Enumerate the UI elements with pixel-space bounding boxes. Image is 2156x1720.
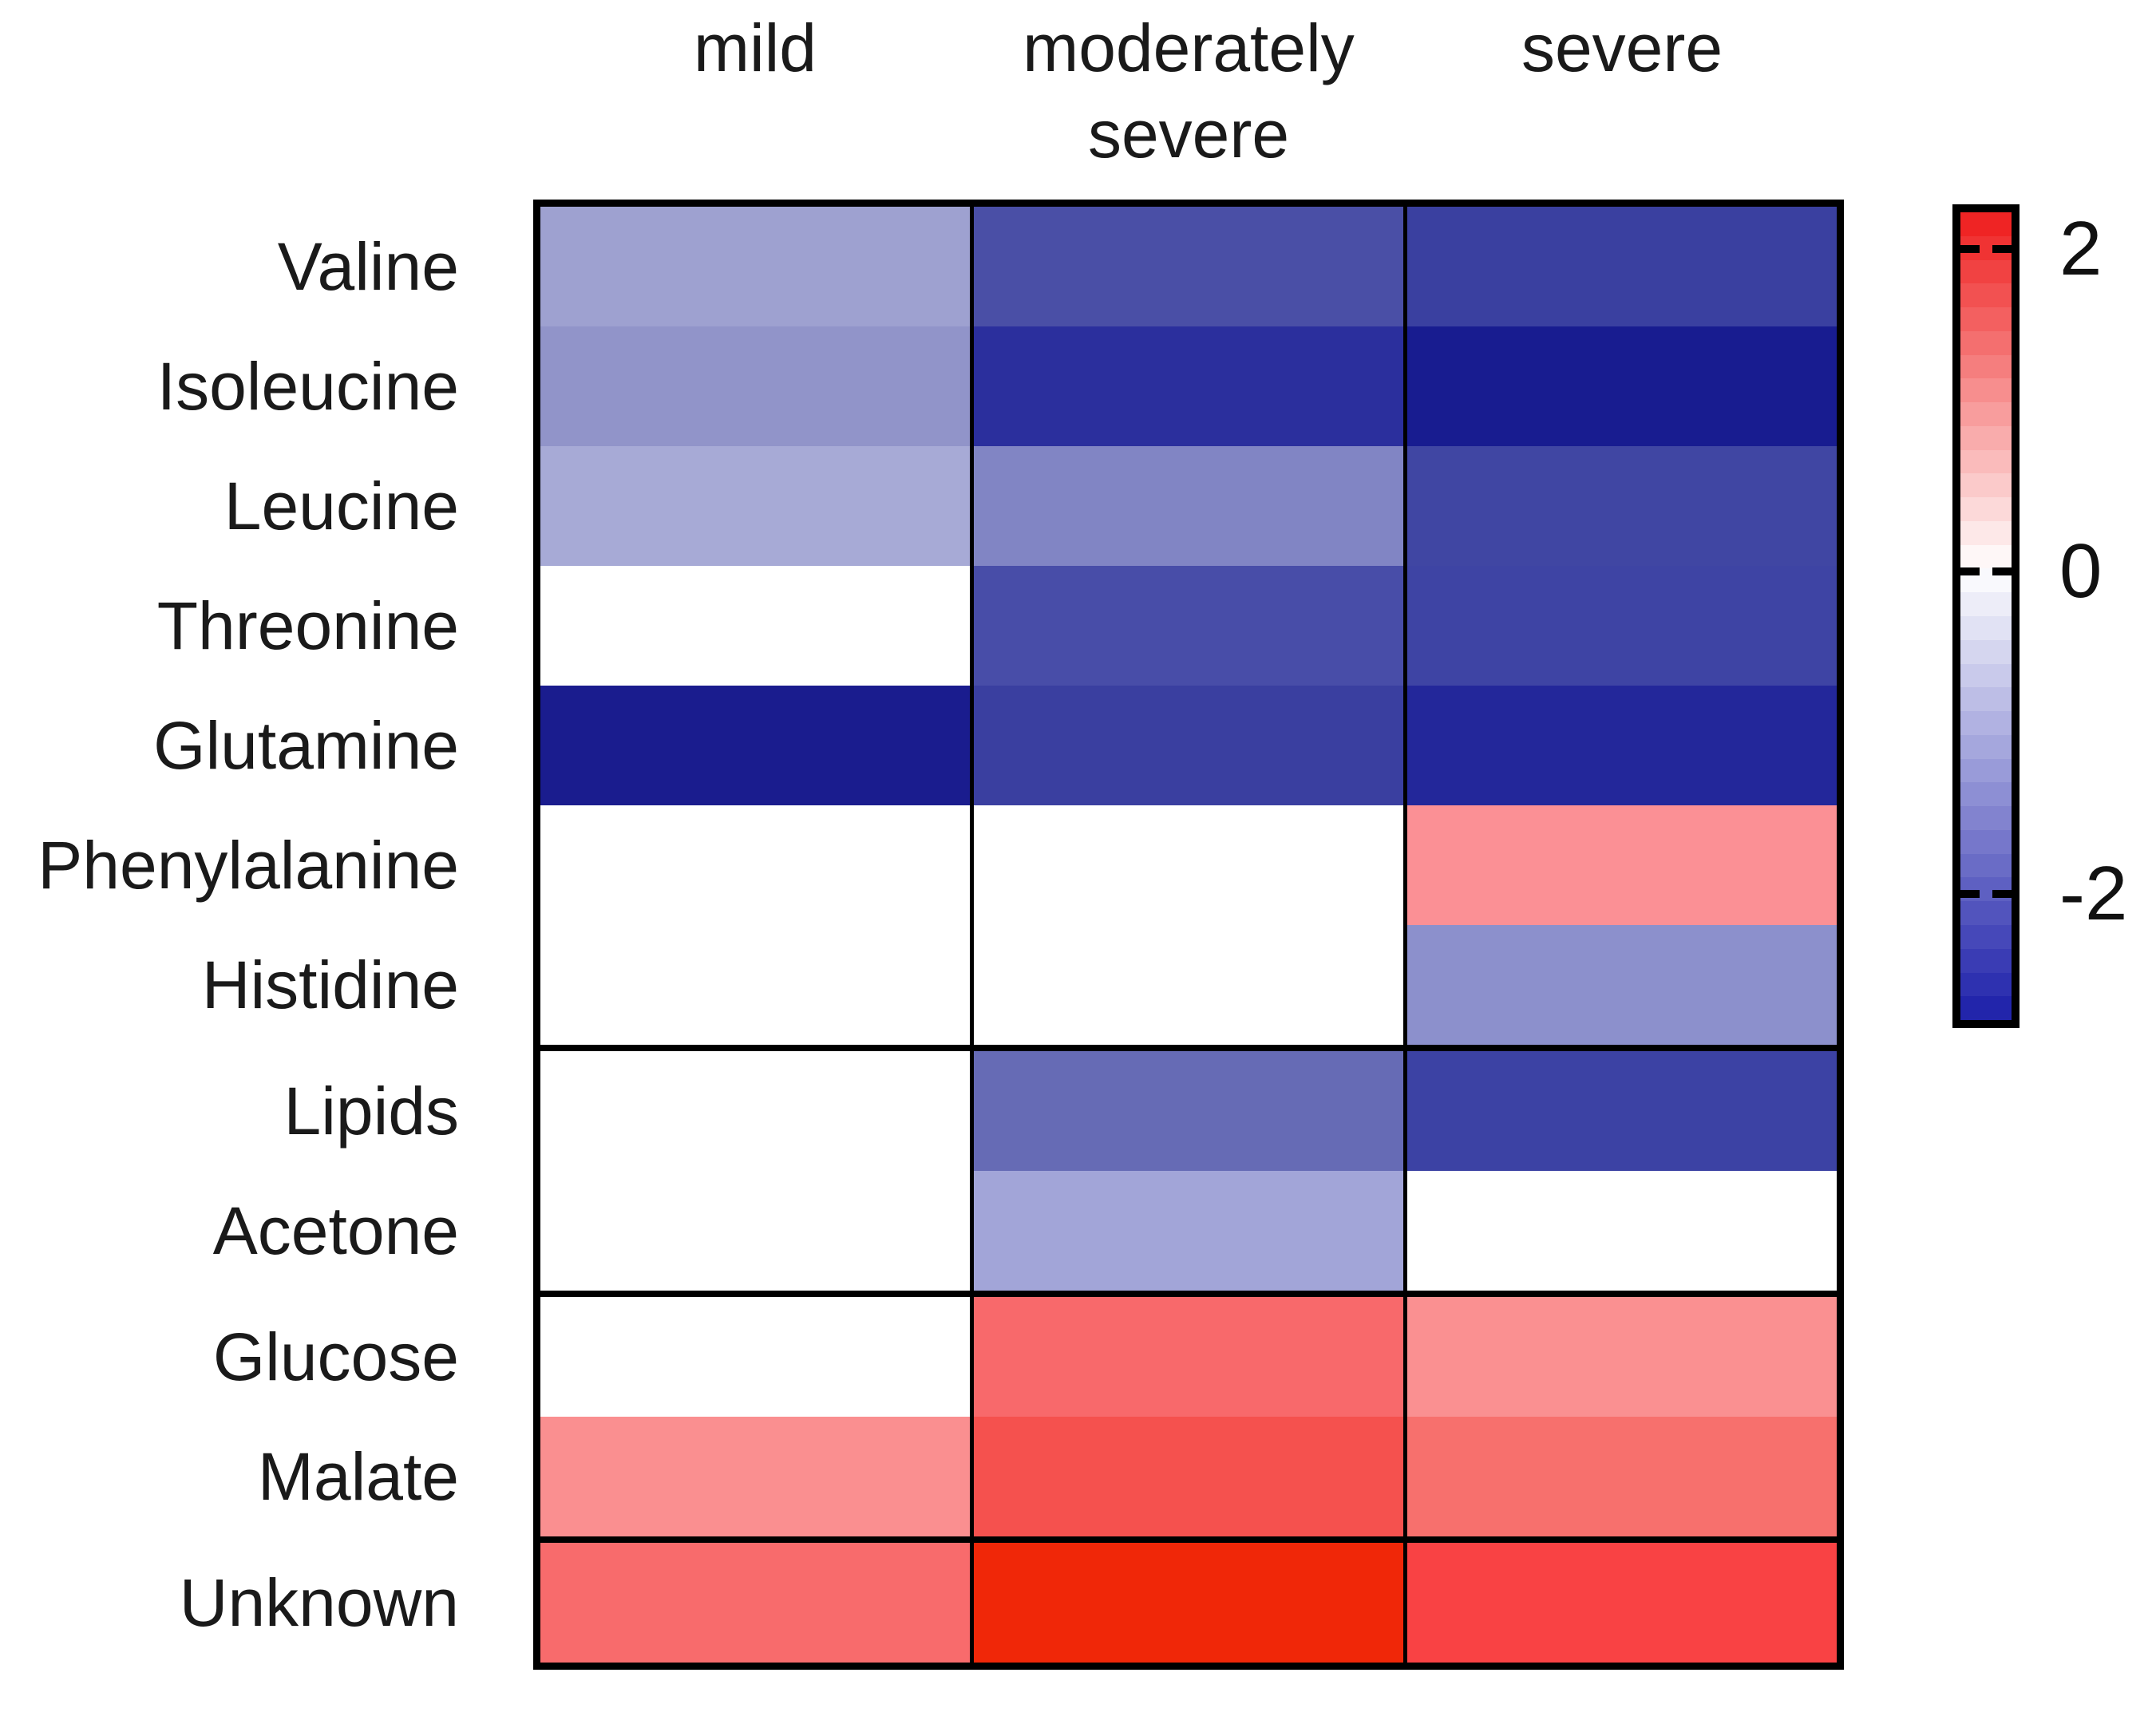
heatmap-cell bbox=[974, 686, 1403, 805]
colorbar-band bbox=[1960, 972, 2012, 997]
colorbar-band bbox=[1960, 473, 2012, 498]
colorbar-band bbox=[1960, 711, 2012, 735]
row-label-glutamine: Glutamine bbox=[153, 707, 459, 783]
heatmap-cell bbox=[540, 446, 970, 566]
colorbar-band bbox=[1960, 330, 2012, 355]
heatmap-grid bbox=[533, 200, 1844, 1670]
colorbar-band bbox=[1960, 901, 2012, 925]
heatmap-cell bbox=[1407, 326, 1837, 446]
colorbar-band bbox=[1960, 853, 2012, 878]
colorbar-tick-mark bbox=[1992, 890, 2012, 898]
colorbar-tick-mark bbox=[1992, 245, 2012, 253]
heatmap-cell bbox=[974, 326, 1403, 446]
heatmap-cell bbox=[540, 1171, 970, 1291]
colorbar-tick-mark bbox=[1960, 245, 1980, 253]
colorbar-band bbox=[1960, 378, 2012, 403]
column-header-severe: severe bbox=[1521, 10, 1723, 85]
colorbar-band bbox=[1960, 520, 2012, 545]
heatmap-cell bbox=[974, 925, 1403, 1045]
heatmap-cell bbox=[540, 925, 970, 1045]
colorbar-band bbox=[1960, 402, 2012, 426]
colorbar-band bbox=[1960, 307, 2012, 331]
heatmap-cell bbox=[540, 1417, 970, 1536]
colorbar-band bbox=[1960, 734, 2012, 759]
row-label-acetone: Acetone bbox=[212, 1192, 459, 1268]
heatmap-cell bbox=[1407, 1417, 1837, 1536]
column-header-moderately: moderately severe bbox=[1023, 10, 1355, 172]
colorbar-band bbox=[1960, 948, 2012, 973]
colorbar-band bbox=[1960, 259, 2012, 284]
colorbar-band bbox=[1960, 806, 2012, 830]
heatmap-cell bbox=[1407, 1171, 1837, 1291]
row-label-glucose: Glucose bbox=[212, 1319, 459, 1394]
colorbar-band bbox=[1960, 425, 2012, 450]
column-header-mild: mild bbox=[693, 10, 817, 85]
row-label-malate: Malate bbox=[257, 1438, 459, 1514]
heatmap-cell bbox=[540, 805, 970, 925]
heatmap-cell bbox=[1407, 1297, 1837, 1417]
colorbar-band bbox=[1960, 544, 2012, 569]
heatmap-cell bbox=[1407, 1051, 1837, 1171]
colorbar-band bbox=[1960, 996, 2012, 1021]
heatmap-cell bbox=[974, 805, 1403, 925]
row-label-histidine: Histidine bbox=[201, 947, 459, 1022]
heatmap-cell bbox=[540, 566, 970, 686]
colorbar-band bbox=[1960, 212, 2012, 236]
colorbar-band bbox=[1960, 449, 2012, 474]
row-label-valine: Valine bbox=[277, 228, 459, 304]
heatmap-cell bbox=[974, 1051, 1403, 1171]
heatmap-cell bbox=[1407, 566, 1837, 686]
colorbar-tick-mark bbox=[1960, 567, 1980, 575]
colorbar-band bbox=[1960, 354, 2012, 379]
row-label-unknown: Unknown bbox=[179, 1564, 459, 1640]
heatmap-cell bbox=[974, 1297, 1403, 1417]
row-label-phenylalanine: Phenylalanine bbox=[38, 827, 459, 903]
heatmap-cell bbox=[974, 566, 1403, 686]
colorbar-tick-label: 2 bbox=[2059, 206, 2103, 291]
heatmap-cell bbox=[540, 207, 970, 326]
colorbar-band bbox=[1960, 758, 2012, 783]
row-label-lipids: Lipids bbox=[283, 1073, 459, 1149]
heatmap-cell bbox=[540, 1297, 970, 1417]
heatmap-cell bbox=[540, 326, 970, 446]
row-label-threonine: Threonine bbox=[156, 587, 459, 663]
colorbar-band bbox=[1960, 592, 2012, 617]
colorbar-tick-label: 0 bbox=[2059, 528, 2103, 614]
colorbar bbox=[1952, 204, 2020, 1028]
heatmap-cell bbox=[1407, 686, 1837, 805]
heatmap-cell bbox=[974, 1543, 1403, 1663]
colorbar-band bbox=[1960, 497, 2012, 521]
colorbar-band bbox=[1960, 616, 2012, 640]
colorbar-tick-label: -2 bbox=[2059, 851, 2128, 936]
colorbar-band bbox=[1960, 782, 2012, 807]
heatmap-cell bbox=[1407, 805, 1837, 925]
heatmap-cell bbox=[974, 1417, 1403, 1536]
colorbar-band bbox=[1960, 829, 2012, 854]
heatmap-cell bbox=[974, 207, 1403, 326]
colorbar-tick-mark bbox=[1960, 890, 1980, 898]
colorbar-band bbox=[1960, 639, 2012, 664]
heatmap-cell bbox=[540, 1543, 970, 1663]
colorbar-band bbox=[1960, 924, 2012, 949]
colorbar-band bbox=[1960, 283, 2012, 308]
heatmap-cell bbox=[540, 686, 970, 805]
heatmap-cell bbox=[1407, 446, 1837, 566]
heatmap-cell bbox=[974, 446, 1403, 566]
heatmap-cell bbox=[1407, 207, 1837, 326]
colorbar-band bbox=[1960, 687, 2012, 712]
heatmap-cell bbox=[1407, 925, 1837, 1045]
row-label-isoleucine: Isoleucine bbox=[156, 348, 459, 424]
colorbar-band bbox=[1960, 663, 2012, 688]
heatmap-cell bbox=[540, 1051, 970, 1171]
row-label-leucine: Leucine bbox=[224, 468, 459, 544]
colorbar-tick-mark bbox=[1992, 567, 2012, 575]
heatmap-cell bbox=[974, 1171, 1403, 1291]
heatmap-cell bbox=[1407, 1543, 1837, 1663]
